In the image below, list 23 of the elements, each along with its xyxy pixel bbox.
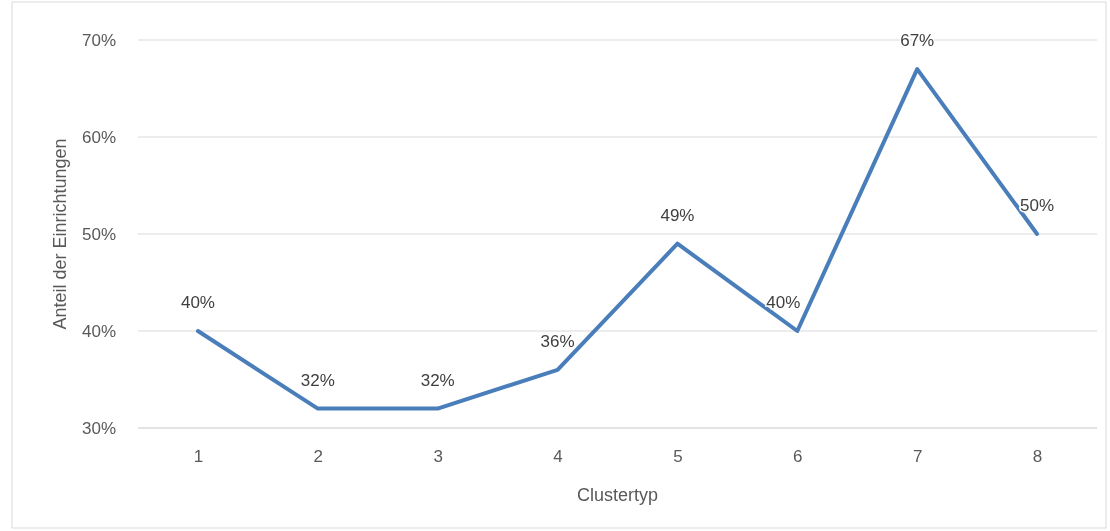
y-tick-label: 70% bbox=[81, 30, 116, 50]
data-label: 32% bbox=[420, 370, 455, 390]
x-tick-label: 1 bbox=[193, 447, 204, 467]
y-tick-label: 40% bbox=[81, 321, 116, 341]
y-tick-label: 50% bbox=[81, 224, 116, 244]
data-label: 36% bbox=[540, 331, 575, 351]
data-label: 50% bbox=[1020, 196, 1055, 215]
x-tick-label: 6 bbox=[793, 447, 803, 467]
x-tick-label: 3 bbox=[433, 447, 443, 467]
x-tick-label: 2 bbox=[313, 447, 324, 467]
y-tick-label: 60% bbox=[81, 127, 116, 147]
x-axis-title: Clustertyp bbox=[576, 485, 659, 505]
data-label: 32% bbox=[300, 370, 335, 390]
data-label: 49% bbox=[660, 205, 695, 225]
x-tick-label: 5 bbox=[673, 447, 683, 467]
x-tick-label: 8 bbox=[1032, 447, 1043, 467]
x-tick-label: 4 bbox=[553, 447, 563, 467]
x-tick-label: 7 bbox=[912, 447, 923, 467]
y-tick-label: 30% bbox=[81, 418, 116, 438]
y-axis-title: Anteil der Einrichtungen bbox=[50, 138, 70, 330]
data-label: 40% bbox=[766, 293, 801, 312]
data-label: 40% bbox=[180, 293, 215, 312]
data-label: 67% bbox=[900, 31, 935, 51]
